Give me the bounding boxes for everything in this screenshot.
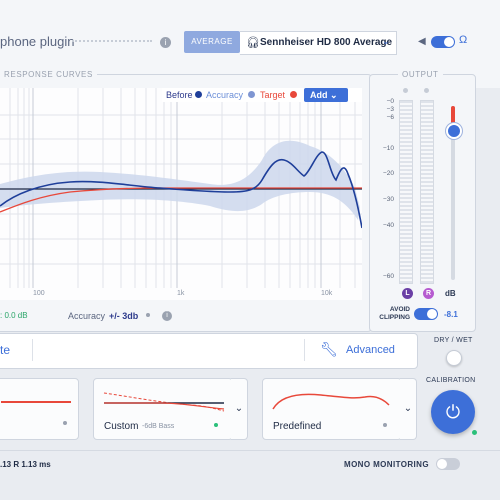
chevron-down-icon: ⌄	[382, 36, 390, 46]
meter-left	[399, 100, 413, 284]
preset-card-custom[interactable]: Custom -6dB Bass	[93, 378, 233, 440]
legend-accuracy-label: Accuracy	[206, 90, 244, 100]
avoid-clipping-label: AVOID CLIPPING	[379, 306, 410, 321]
curves-section-title: RESPONSE CURVES	[0, 70, 97, 79]
db-tick: −60	[382, 273, 394, 280]
calibration-power-button[interactable]: ⏻	[431, 390, 475, 434]
dry-wet-label: DRY / WET	[434, 337, 473, 344]
plugin-title: phone plugin	[0, 34, 75, 49]
predefined-preset-name: Predefined	[273, 421, 322, 432]
db-tick: −3	[386, 106, 394, 113]
accuracy-info-icon[interactable]: i	[162, 311, 172, 321]
avoid-clipping-toggle[interactable]	[414, 308, 438, 320]
accuracy-readout-value[interactable]: +/- 3db	[109, 311, 139, 321]
accuracy-indicator	[146, 313, 150, 317]
speaker-icon: ◀	[418, 36, 426, 47]
meter-right	[420, 100, 434, 284]
db-tick: −20	[382, 170, 394, 177]
response-graph[interactable]	[0, 88, 362, 300]
average-button[interactable]: AVERAGE	[184, 31, 240, 53]
mono-monitoring-toggle[interactable]	[436, 458, 460, 470]
db-tick: −6	[386, 114, 394, 121]
mono-monitoring-label: MONO MONITORING	[344, 460, 429, 469]
xtick-10k: 10k	[321, 290, 333, 297]
footer-divider	[0, 450, 500, 451]
left-channel-badge[interactable]: L	[402, 288, 413, 299]
latency-readout: .13 R 1.13 ms	[0, 460, 51, 469]
preset-card-partial[interactable]	[0, 378, 79, 440]
left-action-button[interactable]: te	[0, 343, 11, 357]
output-section-title: OUTPUT	[398, 70, 443, 79]
accuracy-dot[interactable]	[248, 91, 255, 98]
db-tick: −40	[382, 222, 394, 229]
custom-active-indicator	[214, 423, 218, 427]
legend-bar: Before Accuracy Target Add ⌄	[162, 88, 362, 102]
legend-target-label: Target	[260, 90, 286, 100]
headphone-mode-icon[interactable]: Ω	[459, 34, 468, 46]
bypass-toggle[interactable]	[431, 36, 455, 48]
clip-led-right	[424, 88, 429, 93]
custom-preset-name: Custom	[104, 421, 139, 432]
predefined-curve-preview	[272, 393, 390, 410]
custom-preset-sub: -6dB Bass	[142, 423, 175, 430]
target-curve	[0, 187, 362, 213]
target-dot[interactable]	[290, 91, 297, 98]
gain-readout: : 0.0 dB	[0, 311, 28, 320]
accuracy-readout-label: Accuracy	[68, 311, 106, 321]
before-curve	[0, 151, 362, 229]
predefined-indicator	[383, 423, 387, 427]
calibration-label: CALIBRATION	[426, 377, 476, 384]
db-unit-label: dB	[445, 289, 456, 298]
custom-dropdown-chevron[interactable]: ⌄	[231, 378, 248, 440]
headphone-select[interactable]: 🎧︎ Sennheiser HD 800 Average ⌄	[240, 31, 397, 55]
volume-slider-track[interactable]	[451, 106, 455, 280]
control-bar	[0, 333, 418, 369]
flat-curve	[1, 401, 71, 403]
predefined-dropdown-chevron[interactable]: ⌄	[400, 378, 417, 440]
dry-wet-knob[interactable]	[446, 350, 462, 366]
add-curve-button[interactable]: Add ⌄	[304, 88, 348, 102]
custom-curve-preview	[103, 392, 225, 412]
control-divider	[32, 339, 33, 361]
avoid-clipping-value: -8.1	[444, 310, 458, 319]
preset-card-predefined[interactable]: Predefined	[262, 378, 402, 440]
title-divider	[72, 40, 152, 42]
info-icon[interactable]: i	[160, 37, 171, 48]
wrench-icon: 🔧︎	[320, 341, 338, 357]
headphone-icon: 🎧︎	[246, 37, 260, 49]
control-divider	[304, 339, 305, 361]
db-tick: −10	[382, 145, 394, 152]
accuracy-band	[0, 140, 360, 220]
legend-before-label: Before	[166, 90, 193, 100]
preset-indicator	[63, 421, 67, 425]
right-channel-badge[interactable]: R	[423, 288, 434, 299]
xtick-100: 100	[33, 290, 45, 297]
db-tick: −30	[382, 196, 394, 203]
volume-slider-handle[interactable]	[446, 123, 462, 139]
calibration-status-led	[472, 430, 477, 435]
db-tick: −0	[386, 98, 394, 105]
xtick-1k: 1k	[177, 290, 185, 297]
add-label: Add	[310, 90, 328, 100]
advanced-button[interactable]: Advanced	[346, 344, 395, 356]
volume-slider-peak	[451, 106, 455, 130]
clip-led-left	[403, 88, 408, 93]
before-dot[interactable]	[195, 91, 202, 98]
headphone-model: Sennheiser HD 800 Average	[260, 37, 393, 48]
